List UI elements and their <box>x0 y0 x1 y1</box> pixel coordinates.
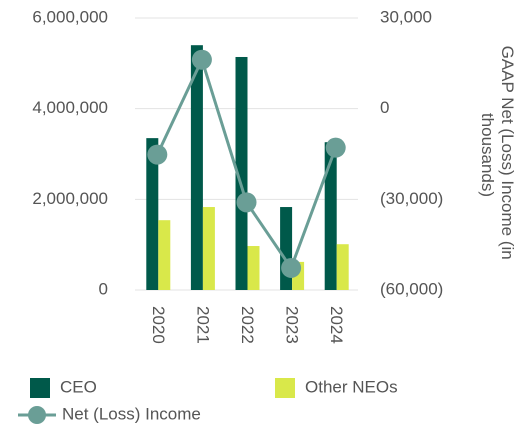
y-tick-label: 0 <box>99 279 108 298</box>
y-tick-label: 6,000,000 <box>32 7 108 26</box>
legend-label: Net (Loss) Income <box>62 404 201 423</box>
x-tick-label: 2023 <box>283 306 302 344</box>
line-marker <box>191 49 212 70</box>
bar <box>247 246 260 290</box>
legend-label: CEO <box>60 377 97 396</box>
x-tick-label: 2022 <box>238 306 257 344</box>
bar <box>336 244 349 290</box>
legend-label: Other NEOs <box>305 377 398 396</box>
bar <box>190 45 203 291</box>
x-tick-label: 2024 <box>327 306 346 344</box>
y2-tick-label: 0 <box>380 98 389 117</box>
y2-tick-label: (30,000) <box>380 189 443 208</box>
x-tick-label: 2021 <box>193 306 212 344</box>
y2-axis-title: GAAP Net (Loss) Income (in thousands) <box>478 46 517 265</box>
bar <box>158 220 171 290</box>
legend-swatch <box>275 378 295 398</box>
y-tick-label: 4,000,000 <box>32 98 108 117</box>
legend-marker <box>28 406 46 424</box>
bar <box>324 142 337 290</box>
bar <box>202 207 215 290</box>
y2-tick-label: 30,000 <box>380 7 432 26</box>
y-tick-label: 2,000,000 <box>32 189 108 208</box>
line-marker <box>147 144 168 165</box>
x-tick-label: 2020 <box>149 306 168 344</box>
legend-swatch <box>30 378 50 398</box>
bar <box>146 138 159 290</box>
y2-tick-label: (60,000) <box>380 279 443 298</box>
line-marker <box>236 192 257 213</box>
bar <box>235 56 248 291</box>
line-marker <box>325 137 346 158</box>
line-marker <box>281 257 302 278</box>
